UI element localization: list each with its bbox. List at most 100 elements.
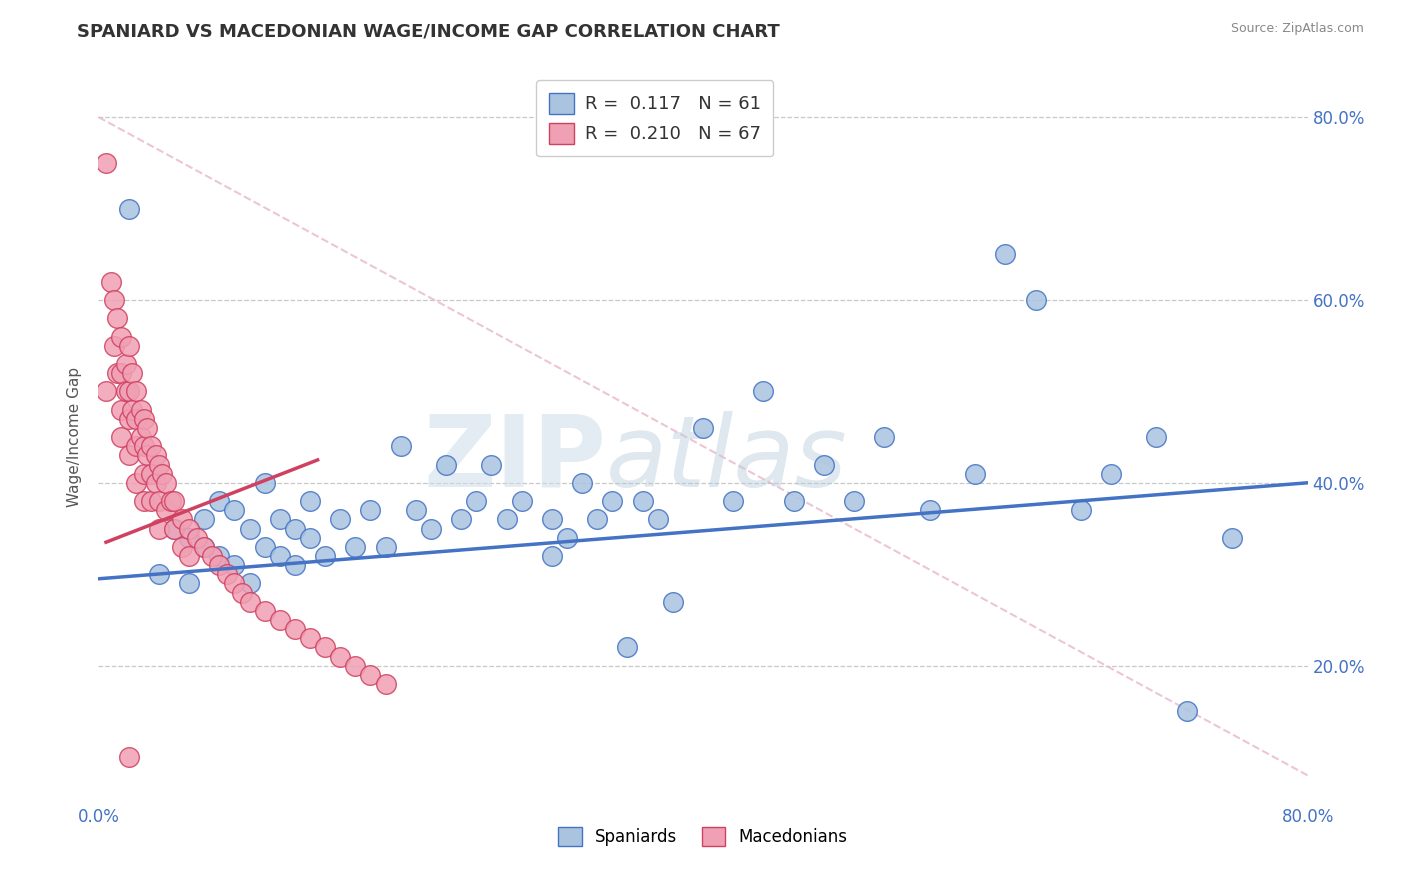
- Point: [141, 439, 163, 453]
- Point: [132, 494, 155, 508]
- Point: [813, 458, 835, 472]
- Point: [360, 667, 382, 681]
- Point: [118, 384, 141, 399]
- Point: [224, 576, 246, 591]
- Point: [186, 531, 208, 545]
- Text: SPANIARD VS MACEDONIAN WAGE/INCOME GAP CORRELATION CHART: SPANIARD VS MACEDONIAN WAGE/INCOME GAP C…: [77, 22, 780, 40]
- Point: [239, 521, 262, 535]
- Point: [114, 384, 136, 399]
- Point: [179, 531, 201, 545]
- Point: [110, 430, 132, 444]
- Point: [105, 366, 128, 380]
- Point: [110, 402, 132, 417]
- Point: [299, 632, 322, 646]
- Point: [141, 467, 163, 481]
- Point: [170, 540, 193, 554]
- Point: [100, 275, 122, 289]
- Point: [148, 567, 170, 582]
- Point: [571, 475, 593, 490]
- Point: [94, 384, 117, 399]
- Point: [873, 430, 896, 444]
- Point: [148, 458, 170, 472]
- Point: [1099, 467, 1122, 481]
- Point: [540, 549, 562, 563]
- Point: [150, 467, 173, 481]
- Point: [145, 449, 167, 463]
- Point: [1220, 531, 1243, 545]
- Point: [329, 649, 352, 664]
- Point: [129, 430, 152, 444]
- Point: [269, 613, 291, 627]
- Text: atlas: atlas: [606, 410, 848, 508]
- Point: [163, 494, 186, 508]
- Point: [692, 421, 714, 435]
- Point: [299, 531, 322, 545]
- Point: [125, 439, 148, 453]
- Point: [918, 503, 941, 517]
- Point: [224, 503, 246, 517]
- Point: [434, 458, 457, 472]
- Point: [269, 549, 291, 563]
- Point: [360, 503, 382, 517]
- Point: [208, 549, 231, 563]
- Point: [389, 439, 412, 453]
- Point: [193, 540, 215, 554]
- Point: [329, 512, 352, 526]
- Point: [994, 247, 1017, 261]
- Point: [132, 439, 155, 453]
- Point: [208, 558, 231, 573]
- Point: [239, 576, 262, 591]
- Point: [844, 494, 866, 508]
- Point: [1070, 503, 1092, 517]
- Point: [125, 384, 148, 399]
- Point: [179, 549, 201, 563]
- Point: [132, 412, 155, 426]
- Point: [586, 512, 609, 526]
- Point: [965, 467, 987, 481]
- Point: [540, 512, 562, 526]
- Point: [269, 512, 291, 526]
- Point: [631, 494, 654, 508]
- Point: [299, 494, 322, 508]
- Point: [1024, 293, 1046, 307]
- Point: [314, 640, 336, 655]
- Point: [118, 202, 141, 216]
- Point: [179, 521, 201, 535]
- Point: [148, 521, 170, 535]
- Point: [110, 329, 132, 343]
- Point: [193, 512, 215, 526]
- Point: [253, 604, 276, 618]
- Point: [155, 503, 177, 517]
- Point: [125, 475, 148, 490]
- Point: [253, 540, 276, 554]
- Point: [1175, 705, 1198, 719]
- Point: [510, 494, 533, 508]
- Point: [284, 622, 307, 636]
- Point: [374, 540, 396, 554]
- Point: [103, 293, 125, 307]
- Point: [135, 449, 157, 463]
- Point: [121, 366, 143, 380]
- Point: [420, 521, 443, 535]
- Point: [616, 640, 638, 655]
- Point: [141, 494, 163, 508]
- Point: [170, 512, 193, 526]
- Point: [110, 366, 132, 380]
- Point: [135, 421, 157, 435]
- Point: [723, 494, 745, 508]
- Point: [555, 531, 578, 545]
- Point: [105, 311, 128, 326]
- Point: [118, 338, 141, 352]
- Point: [125, 412, 148, 426]
- Point: [344, 540, 367, 554]
- Point: [752, 384, 775, 399]
- Point: [160, 494, 183, 508]
- Point: [602, 494, 624, 508]
- Point: [118, 412, 141, 426]
- Point: [118, 750, 141, 764]
- Text: ZIP: ZIP: [423, 410, 606, 508]
- Point: [193, 540, 215, 554]
- Point: [121, 402, 143, 417]
- Point: [284, 521, 307, 535]
- Point: [94, 155, 117, 169]
